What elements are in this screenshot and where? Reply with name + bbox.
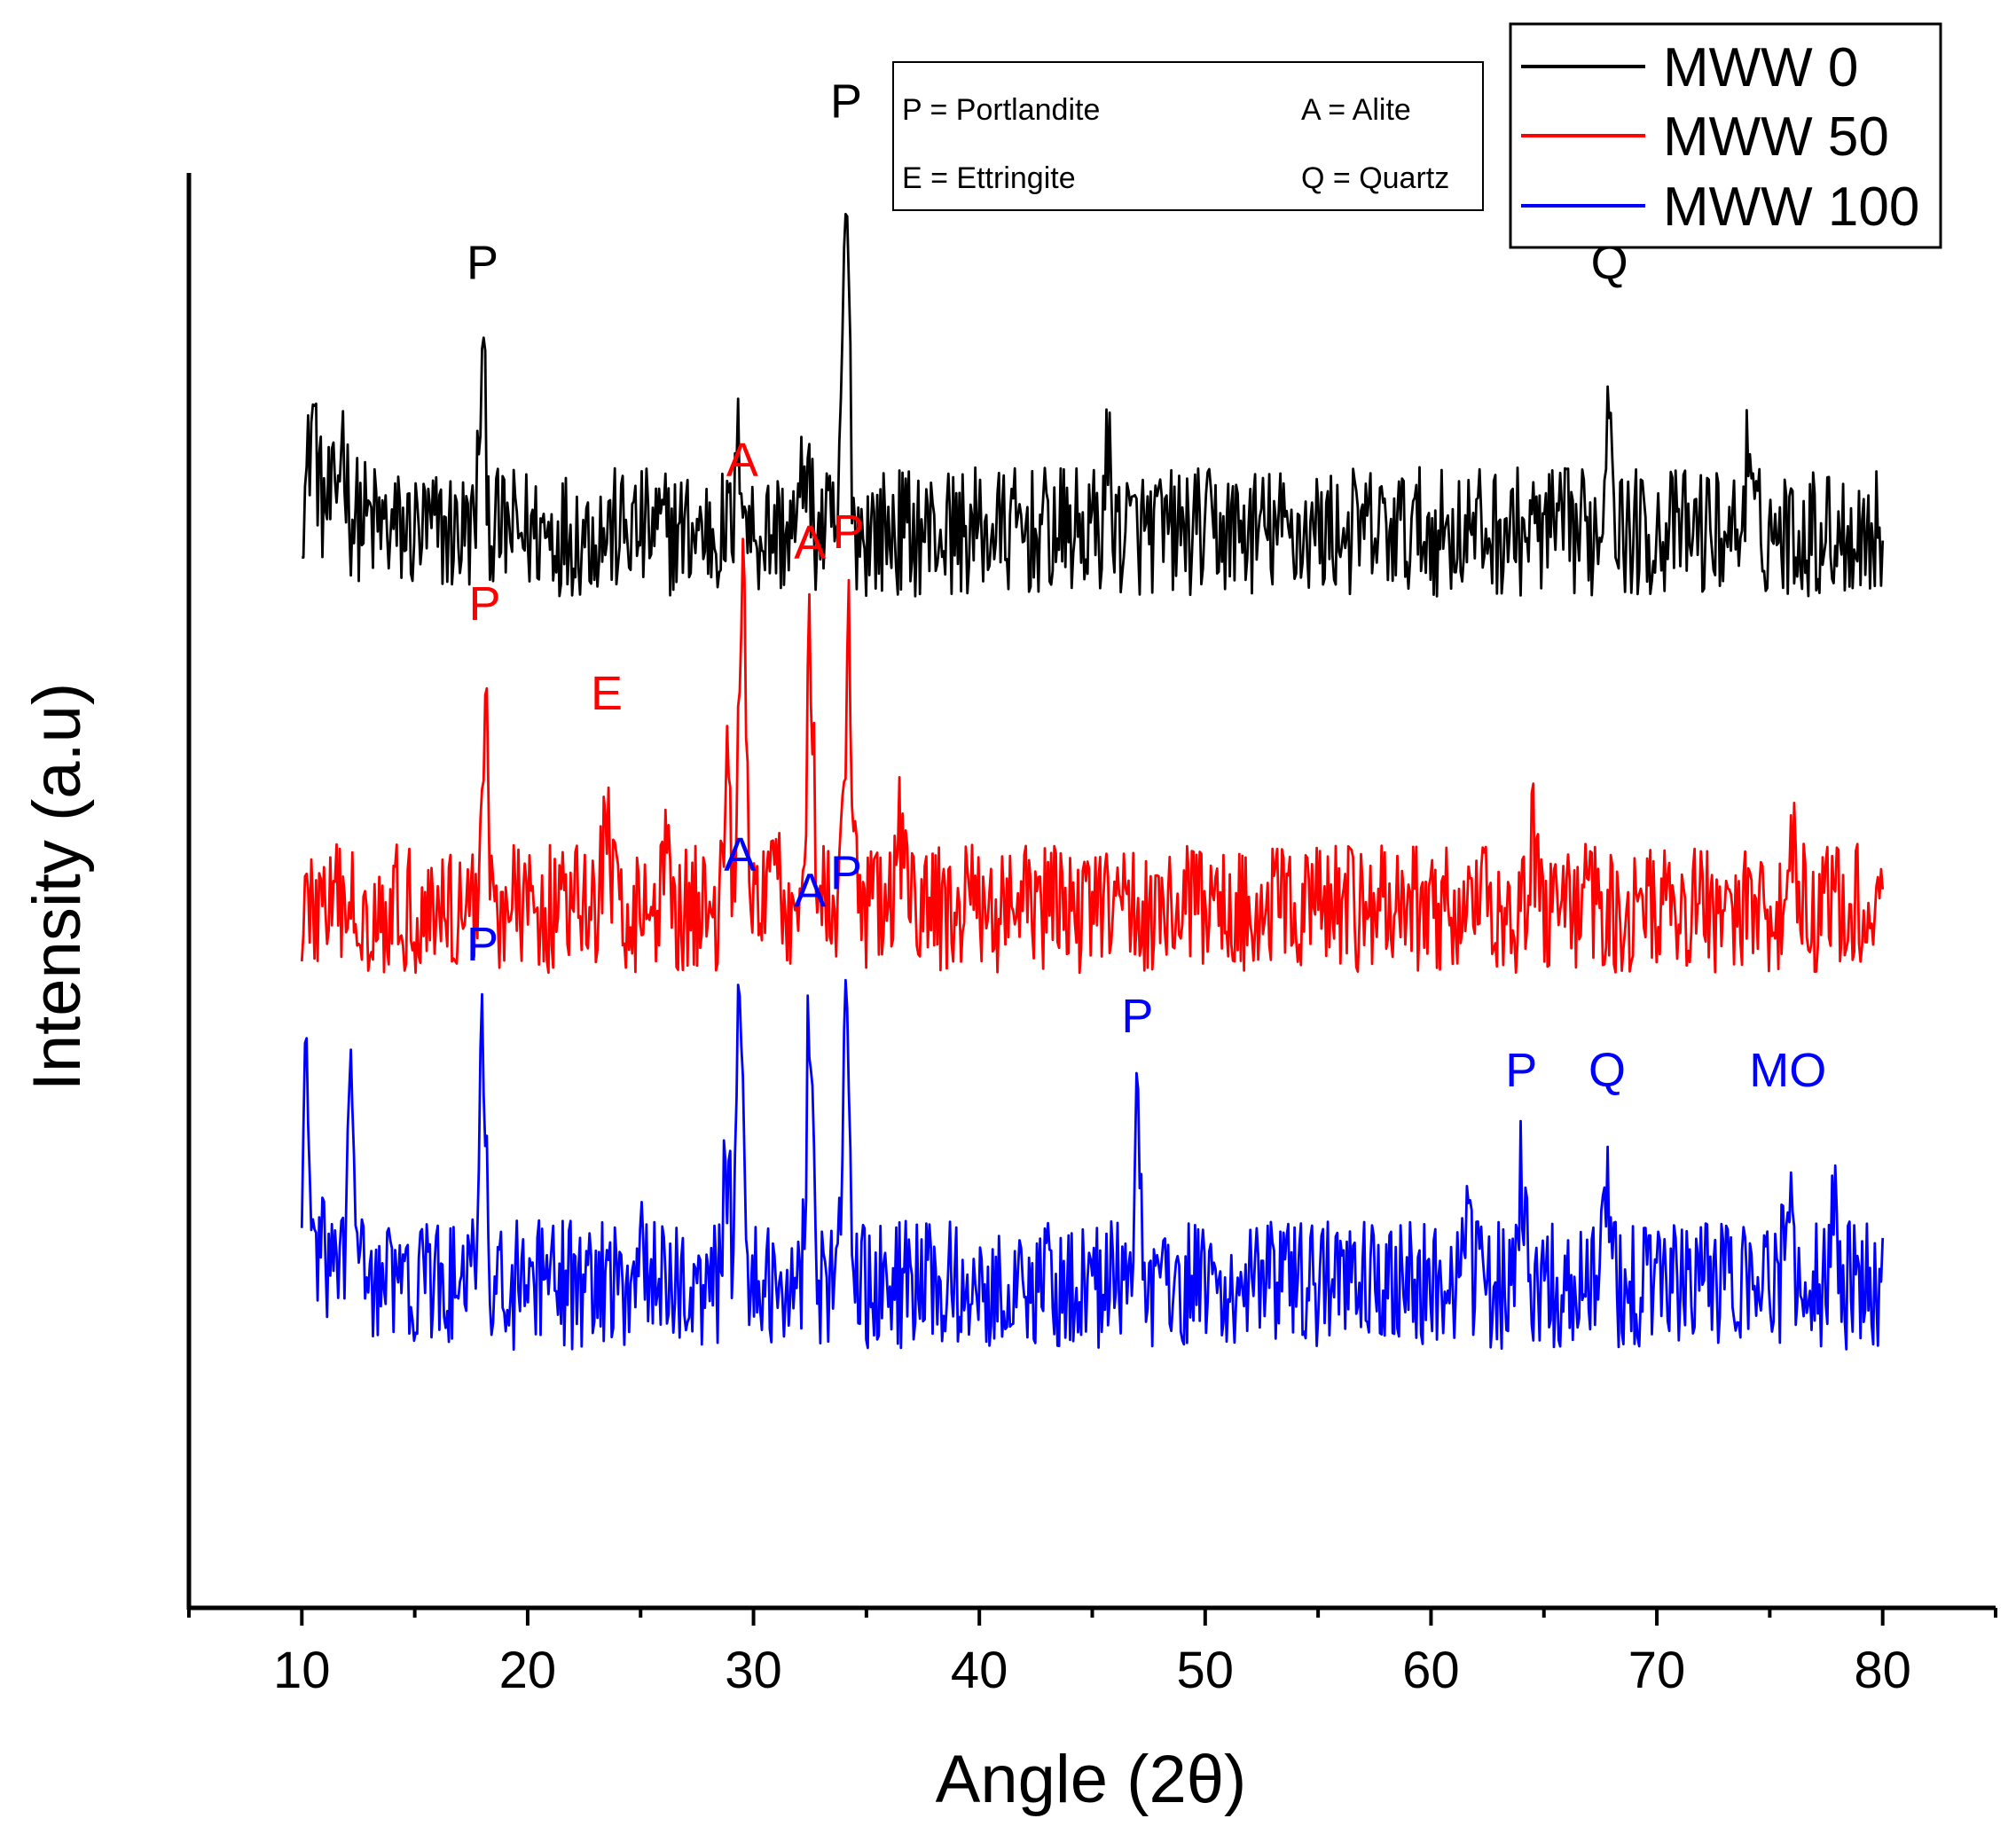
- peak-label: P: [467, 918, 498, 971]
- x-tick-label: 30: [725, 1642, 782, 1699]
- x-axis-title: Angle (2θ): [936, 1742, 1247, 1817]
- x-tick-label: 10: [273, 1642, 331, 1699]
- phase-key-box: [892, 61, 1484, 211]
- peak-label: MO: [1749, 1044, 1826, 1097]
- peak-label: E: [591, 667, 623, 720]
- peak-label: P: [830, 846, 862, 899]
- phase-key-quartz: Q = Quartz: [1301, 161, 1449, 195]
- x-tick-label: 70: [1628, 1642, 1686, 1699]
- peak-label: P: [467, 237, 498, 290]
- phase-key-portlandite: P = Portlandite: [902, 93, 1100, 127]
- series-lines: [300, 213, 1885, 1352]
- x-ticks: [187, 1608, 1997, 1626]
- peak-label: A: [794, 516, 826, 569]
- peak-label: A: [794, 865, 826, 918]
- x-tick-label: 40: [951, 1642, 1008, 1699]
- legend-label-mww0: MWW 0: [1663, 37, 1858, 98]
- series-line-mww50: [300, 537, 1885, 975]
- x-tick-label: 80: [1854, 1642, 1911, 1699]
- x-tick-labels: 10 20 30 40 50 60 70 80: [273, 1642, 1911, 1699]
- peak-label: P: [469, 577, 501, 631]
- x-tick-label: 60: [1402, 1642, 1460, 1699]
- series-line-mww0: [302, 213, 1885, 598]
- phase-key-alite: A = Alite: [1301, 93, 1411, 127]
- y-axis-title: Intensity (a.u): [20, 683, 95, 1091]
- peak-label: A: [726, 434, 758, 487]
- peak-label: A: [724, 828, 756, 882]
- peak-label: Q: [1588, 1044, 1626, 1097]
- series-line-mww100: [300, 978, 1885, 1352]
- legend-label-mww100: MWW 100: [1663, 176, 1919, 238]
- peak-label: P: [830, 75, 862, 129]
- peak-label: P: [1505, 1044, 1537, 1097]
- peak-label: P: [832, 506, 864, 559]
- legend-label-mww50: MWW 50: [1663, 106, 1889, 168]
- peak-label: P: [1121, 990, 1153, 1043]
- phase-key: P = Portlandite A = Alite E = Ettringite…: [892, 61, 1484, 211]
- legend: MWW 0 MWW 50 MWW 100: [1509, 22, 1942, 249]
- x-tick-label: 20: [499, 1642, 557, 1699]
- x-tick-label: 50: [1177, 1642, 1235, 1699]
- phase-key-ettringite: E = Ettringite: [902, 161, 1076, 195]
